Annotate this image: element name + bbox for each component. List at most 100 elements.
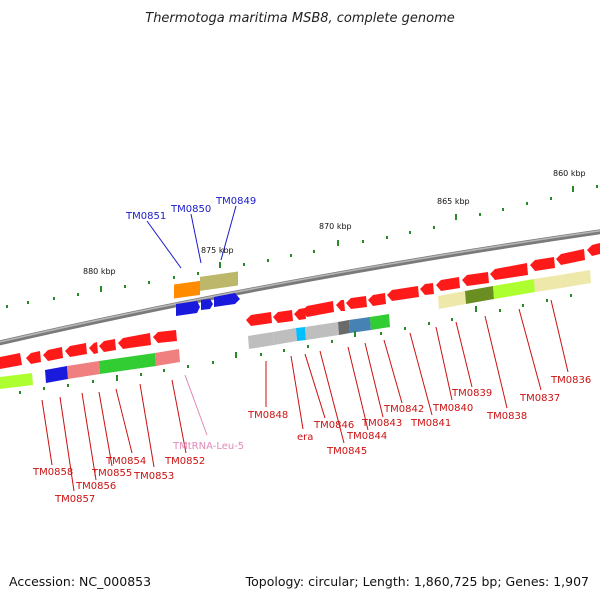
gene-arrow[interactable] [556,249,585,265]
tick [550,197,552,200]
gene-label-tm0850[interactable]: TM0850 [170,204,211,215]
gene-arrow[interactable] [530,257,555,271]
gene-arrow[interactable] [587,243,600,256]
feature-bar [67,361,100,379]
gene-label-tm0839[interactable]: TM0839 [451,388,492,399]
feature-bar [296,327,306,341]
feature-bar [493,279,535,299]
leader-lines [41,205,569,492]
gene-arrow[interactable] [336,300,345,311]
gene-label-tm0853[interactable]: TM0853 [133,471,174,482]
gene-arrow[interactable] [273,310,293,323]
gene-label-tm0845[interactable]: TM0845 [326,446,367,457]
feature-bar [338,320,350,335]
feature-bar [45,366,68,383]
tick [27,301,29,304]
tick [124,285,126,288]
gene-label-tm0842[interactable]: TM0842 [383,404,424,415]
forward-feature-bar [174,280,200,299]
tick [433,226,435,229]
feature-bar [155,349,180,366]
feature-bar [273,328,297,345]
gene-label-era[interactable]: era [297,432,313,443]
scale-label-865: 865 kbp [437,197,470,206]
gene-label-tm0840[interactable]: TM0840 [432,403,473,414]
gene-label-tm0849[interactable]: TM0849 [215,196,256,207]
gene-arrow[interactable] [246,312,272,326]
tick [596,185,598,188]
reverse-feature-bars [0,270,591,389]
gene-label-tm0844[interactable]: TM0844 [346,431,387,442]
gene-label-tm0837[interactable]: TM0837 [519,393,560,404]
accession-text: Accession: NC_000853 [9,574,151,589]
scale-label-880: 880 kbp [83,267,116,276]
gene-label-tm0846[interactable]: TM0846 [313,420,354,431]
gene-label-tm0851[interactable]: TM0851 [125,211,166,222]
feature-bar [534,275,561,292]
feature-bar [370,314,390,330]
gene-arrow[interactable] [302,301,334,317]
gene-arrow[interactable] [89,342,98,354]
feature-bar [0,373,33,389]
tick [173,276,175,279]
gene-label-tm0857[interactable]: TM0857 [54,494,95,505]
rna-label-tmtrna-leu-5[interactable]: TMtRNA-Leu-5 [172,441,244,452]
gene-arrow[interactable] [118,333,151,349]
inner-ticks [19,294,572,394]
tick [337,240,339,246]
tick [455,214,457,220]
gene-arrow[interactable] [420,283,434,295]
gene-arrow[interactable] [43,347,63,361]
genome-backbone [0,229,600,346]
gene-arrow-tm0849[interactable] [214,293,240,307]
gene-arrow[interactable] [26,351,41,364]
scale-label-860: 860 kbp [553,169,586,178]
gene-label-tm0858[interactable]: TM0858 [32,467,73,478]
gene-label-tm0856[interactable]: TM0856 [75,481,116,492]
tick [502,208,504,211]
gene-arrow[interactable] [387,286,419,301]
tick [313,250,315,253]
gene-arrow[interactable] [346,296,367,309]
gene-arrow[interactable] [490,263,528,280]
gene-arrow-tm0850[interactable] [201,299,213,310]
tick [100,286,102,292]
gene-label-tm0854[interactable]: TM0854 [105,456,146,467]
gene-arrow[interactable] [153,330,177,343]
tick [267,259,269,262]
gene-label-tm0852[interactable]: TM0852 [164,456,205,467]
gene-label-tm0848[interactable]: TM0848 [247,410,288,421]
tick [197,272,199,275]
tick [6,305,8,308]
gene-label-tm0838[interactable]: TM0838 [486,411,527,422]
tick [386,236,388,239]
gene-arrow[interactable] [99,339,116,352]
tick-marks [6,185,598,308]
gene-arrow[interactable] [436,277,460,291]
tick [290,254,292,257]
feature-bar [465,286,494,304]
gene-arrow[interactable] [462,272,489,286]
feature-bar [438,291,466,309]
tick [219,262,221,268]
forward-feature-bar [200,271,238,291]
feature-bar [99,353,156,374]
gene-arrow-tm0851[interactable] [176,301,200,316]
gene-arrow[interactable] [65,343,87,357]
tick [479,213,481,216]
feature-bar [248,332,274,349]
gene-label-tm0855[interactable]: TM0855 [91,468,132,479]
genome-summary-text: Topology: circular; Length: 1,860,725 bp… [245,574,589,589]
gene-label-tm0843[interactable]: TM0843 [361,418,402,429]
gene-label-tm0841[interactable]: TM0841 [410,418,451,429]
reverse-genes-right [246,243,600,326]
feature-bar [349,317,371,333]
tick [77,293,79,296]
gene-arrow[interactable] [0,353,22,369]
gene-label-tm0836[interactable]: TM0836 [550,375,591,386]
forward-genes [174,271,240,316]
tick [362,240,364,243]
gene-arrow[interactable] [368,293,386,306]
feature-bar [560,270,591,288]
